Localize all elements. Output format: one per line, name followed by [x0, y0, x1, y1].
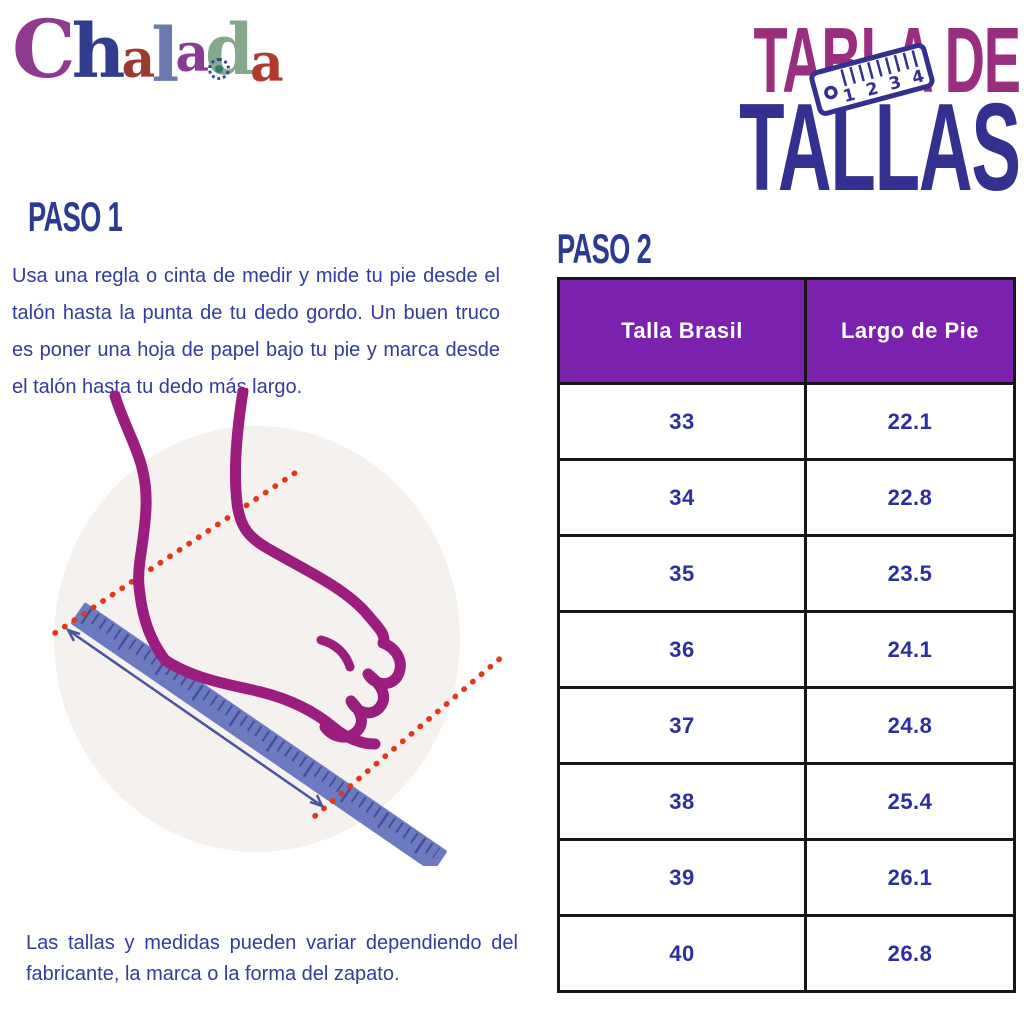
cell-largo-de-pie: 23.5 [804, 534, 1016, 613]
brand-logo: C h a l a d a [12, 2, 284, 102]
cell-largo-de-pie: 26.8 [804, 914, 1016, 993]
paso1-heading: PASO 1 [28, 193, 123, 240]
measure-arrow [65, 627, 325, 809]
toe-guide-line [312, 653, 506, 819]
cell-largo-de-pie: 22.1 [804, 382, 1016, 461]
size-table-row: 36 24.1 [557, 610, 1016, 689]
heel-guide-line [52, 470, 298, 636]
cell-talla-brasil: 35 [557, 534, 807, 613]
foot-outline [109, 388, 406, 750]
logo-letter: d [205, 8, 254, 91]
cell-talla-brasil: 34 [557, 458, 807, 537]
size-table-row: 33 22.1 [557, 382, 1016, 461]
page-title: TABLA DE TALLAS 1 2 3 4 [700, 0, 1021, 211]
logo-letter: h [71, 9, 126, 95]
size-table-row: 40 26.8 [557, 914, 1016, 993]
logo-letter: l [151, 13, 179, 99]
logo-letter: a [121, 29, 155, 90]
cell-talla-brasil: 33 [557, 382, 807, 461]
ruler-icon: 1 2 3 4 [809, 43, 935, 116]
foot-measuring-illustration [52, 388, 506, 866]
flower-ornament-icon [208, 58, 231, 80]
header-largo-de-pie: Largo de Pie [804, 277, 1016, 385]
cell-talla-brasil: 38 [557, 762, 807, 841]
cell-largo-de-pie: 26.1 [804, 838, 1016, 917]
cell-largo-de-pie: 25.4 [804, 762, 1016, 841]
logo-letter: a [249, 33, 284, 94]
size-table-row: 34 22.8 [557, 458, 1016, 537]
cell-largo-de-pie: 24.8 [804, 686, 1016, 765]
cell-largo-de-pie: 24.1 [804, 610, 1016, 689]
logo-letter: C [12, 2, 76, 96]
paso2-heading: PASO 2 [557, 225, 652, 272]
size-table-row: 37 24.8 [557, 686, 1016, 765]
cell-talla-brasil: 37 [557, 686, 807, 765]
cell-talla-brasil: 39 [557, 838, 807, 917]
size-table-header-row: Talla Brasil Largo de Pie [557, 277, 1016, 385]
size-table-row: 35 23.5 [557, 534, 1016, 613]
cell-talla-brasil: 40 [557, 914, 807, 993]
size-table-row: 38 25.4 [557, 762, 1016, 841]
size-table: Talla Brasil Largo de Pie 33 22.1 34 22.8 35… [557, 277, 1016, 993]
cell-talla-brasil: 36 [557, 610, 807, 689]
title-line-2: TALLAS [739, 79, 1021, 217]
logo-letter: a [175, 23, 209, 84]
cell-largo-de-pie: 22.8 [804, 458, 1016, 537]
header-talla-brasil: Talla Brasil [557, 277, 807, 385]
disclaimer-note: Las tallas y medidas pueden variar depen… [26, 932, 518, 985]
paso1-instructions: Usa una regla o cinta de medir y mide tu… [12, 265, 500, 398]
size-table-row: 39 26.1 [557, 838, 1016, 917]
measuring-ruler [71, 602, 447, 866]
